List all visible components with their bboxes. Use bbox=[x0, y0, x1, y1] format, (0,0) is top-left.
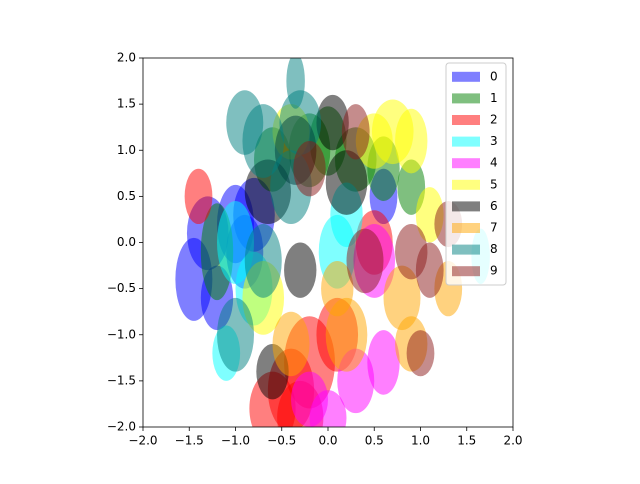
x-tick-label: 1.5 bbox=[457, 434, 476, 448]
plot-area bbox=[175, 58, 490, 427]
legend-swatch bbox=[452, 179, 480, 190]
y-tick-label: −1.5 bbox=[107, 373, 136, 387]
ellipse-marker bbox=[406, 330, 435, 377]
legend-swatch bbox=[452, 136, 480, 147]
ellipse-marker bbox=[226, 90, 264, 155]
legend: 0 1 2 3 4 5 6 7 8 9 bbox=[445, 62, 507, 286]
legend-label: 3 bbox=[490, 134, 498, 148]
ellipse-marker bbox=[346, 228, 384, 294]
legend-swatch bbox=[452, 223, 480, 233]
legend-swatch bbox=[452, 244, 480, 255]
ellipse-marker bbox=[284, 242, 317, 298]
ellipse-marker bbox=[272, 311, 310, 377]
x-tick-label: 1.0 bbox=[411, 434, 430, 448]
x-tick-label: 0.0 bbox=[318, 434, 337, 448]
legend-label: 5 bbox=[490, 177, 498, 191]
axes: −2.0 −1.5 −1.0 −0.5 0.0 0.5 1.0 1.5 2.0 −2.0 −1.5 −… bbox=[107, 51, 523, 448]
ellipse-marker bbox=[325, 150, 368, 215]
ellipse-marker bbox=[383, 265, 421, 331]
ellipse-marker bbox=[184, 168, 213, 225]
legend-label: 6 bbox=[490, 199, 498, 213]
x-tick-label: 2.0 bbox=[503, 434, 522, 448]
ellipse-marker bbox=[244, 224, 282, 298]
legend-swatch bbox=[452, 115, 480, 125]
legend-label: 1 bbox=[490, 91, 498, 105]
ellipse-marker bbox=[217, 200, 254, 285]
legend-label: 2 bbox=[490, 113, 498, 127]
ellipse-marker bbox=[293, 141, 326, 197]
legend-swatch bbox=[452, 93, 480, 104]
ellipse-marker bbox=[217, 297, 254, 372]
y-tick-label: −2.0 bbox=[107, 420, 136, 434]
legend-label: 0 bbox=[490, 69, 498, 83]
y-tick-label: 1.0 bbox=[117, 143, 136, 157]
x-tick-label: 0.5 bbox=[365, 434, 384, 448]
x-tick-label: −2.0 bbox=[128, 434, 157, 448]
legend-swatch bbox=[452, 158, 480, 169]
x-tick-label: −1.5 bbox=[175, 434, 204, 448]
legend-swatch bbox=[452, 71, 480, 82]
ellipse-marker bbox=[325, 297, 368, 372]
y-tick-label: 0.5 bbox=[117, 189, 136, 203]
legend-label: 8 bbox=[490, 242, 498, 256]
ellipse-marker bbox=[367, 330, 400, 395]
y-tick-label: −0.5 bbox=[107, 281, 136, 295]
ellipse-marker bbox=[395, 108, 428, 174]
y-tick-label: 0.0 bbox=[117, 235, 136, 249]
ellipse-marker bbox=[316, 94, 349, 151]
y-tick-label: −1.0 bbox=[107, 327, 136, 341]
y-tick-label: 2.0 bbox=[117, 51, 136, 65]
legend-swatch bbox=[452, 201, 480, 212]
legend-label: 7 bbox=[490, 221, 498, 235]
x-tick-label: −0.5 bbox=[267, 434, 296, 448]
ellipse-marker bbox=[279, 90, 322, 155]
ellipse-marker bbox=[321, 260, 354, 317]
legend-label: 4 bbox=[490, 156, 498, 170]
x-tick-label: −1.0 bbox=[221, 434, 250, 448]
ellipse-marker bbox=[291, 371, 328, 427]
y-tick-label: 1.5 bbox=[117, 97, 136, 111]
ellipse-marker bbox=[341, 104, 370, 160]
legend-label: 9 bbox=[490, 264, 498, 278]
legend-swatch bbox=[452, 266, 480, 277]
ellipse-marker bbox=[395, 224, 428, 280]
